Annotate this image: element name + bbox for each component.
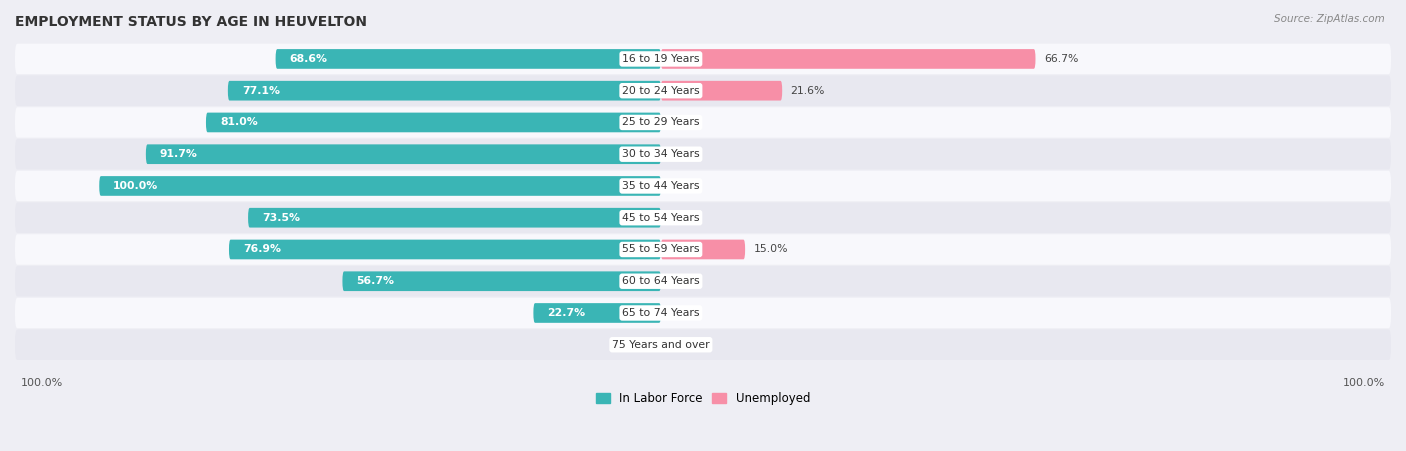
Text: 30 to 34 Years: 30 to 34 Years bbox=[621, 149, 700, 159]
Text: 0.0%: 0.0% bbox=[669, 149, 697, 159]
Text: 15.0%: 15.0% bbox=[754, 244, 787, 254]
Text: 100.0%: 100.0% bbox=[114, 181, 159, 191]
Text: 0.0%: 0.0% bbox=[669, 340, 697, 350]
FancyBboxPatch shape bbox=[343, 272, 661, 291]
FancyBboxPatch shape bbox=[15, 266, 1391, 296]
Text: 0.0%: 0.0% bbox=[669, 276, 697, 286]
Text: 56.7%: 56.7% bbox=[357, 276, 395, 286]
Text: 77.1%: 77.1% bbox=[242, 86, 280, 96]
Text: 60 to 64 Years: 60 to 64 Years bbox=[621, 276, 700, 286]
FancyBboxPatch shape bbox=[661, 81, 782, 101]
Text: 73.5%: 73.5% bbox=[262, 213, 299, 223]
Text: EMPLOYMENT STATUS BY AGE IN HEUVELTON: EMPLOYMENT STATUS BY AGE IN HEUVELTON bbox=[15, 15, 367, 29]
Text: 45 to 54 Years: 45 to 54 Years bbox=[621, 213, 700, 223]
Text: 20 to 24 Years: 20 to 24 Years bbox=[621, 86, 700, 96]
Text: 91.7%: 91.7% bbox=[160, 149, 198, 159]
Text: 21.6%: 21.6% bbox=[790, 86, 825, 96]
Text: 25 to 29 Years: 25 to 29 Years bbox=[621, 117, 700, 128]
FancyBboxPatch shape bbox=[15, 75, 1391, 106]
FancyBboxPatch shape bbox=[146, 144, 661, 164]
Text: 100.0%: 100.0% bbox=[1343, 378, 1385, 388]
FancyBboxPatch shape bbox=[247, 208, 661, 228]
FancyBboxPatch shape bbox=[661, 49, 1035, 69]
FancyBboxPatch shape bbox=[15, 234, 1391, 265]
Text: 76.9%: 76.9% bbox=[243, 244, 281, 254]
FancyBboxPatch shape bbox=[15, 298, 1391, 328]
Text: 66.7%: 66.7% bbox=[1043, 54, 1078, 64]
Text: 16 to 19 Years: 16 to 19 Years bbox=[621, 54, 700, 64]
FancyBboxPatch shape bbox=[661, 239, 745, 259]
FancyBboxPatch shape bbox=[100, 176, 661, 196]
Text: 75 Years and over: 75 Years and over bbox=[612, 340, 710, 350]
FancyBboxPatch shape bbox=[205, 113, 661, 132]
Text: 0.0%: 0.0% bbox=[669, 213, 697, 223]
FancyBboxPatch shape bbox=[15, 107, 1391, 138]
Text: 22.7%: 22.7% bbox=[547, 308, 585, 318]
Text: 0.0%: 0.0% bbox=[669, 117, 697, 128]
FancyBboxPatch shape bbox=[15, 44, 1391, 74]
Text: 35 to 44 Years: 35 to 44 Years bbox=[621, 181, 700, 191]
FancyBboxPatch shape bbox=[15, 202, 1391, 233]
Legend: In Labor Force, Unemployed: In Labor Force, Unemployed bbox=[591, 387, 815, 410]
FancyBboxPatch shape bbox=[15, 171, 1391, 201]
FancyBboxPatch shape bbox=[228, 81, 661, 101]
Text: 0.0%: 0.0% bbox=[669, 181, 697, 191]
Text: 55 to 59 Years: 55 to 59 Years bbox=[621, 244, 700, 254]
Text: 81.0%: 81.0% bbox=[219, 117, 257, 128]
FancyBboxPatch shape bbox=[15, 139, 1391, 170]
Text: Source: ZipAtlas.com: Source: ZipAtlas.com bbox=[1274, 14, 1385, 23]
Text: 65 to 74 Years: 65 to 74 Years bbox=[621, 308, 700, 318]
Text: 68.6%: 68.6% bbox=[290, 54, 328, 64]
FancyBboxPatch shape bbox=[229, 239, 661, 259]
FancyBboxPatch shape bbox=[533, 303, 661, 323]
FancyBboxPatch shape bbox=[276, 49, 661, 69]
Text: 0.0%: 0.0% bbox=[669, 308, 697, 318]
FancyBboxPatch shape bbox=[15, 330, 1391, 360]
Text: 100.0%: 100.0% bbox=[21, 378, 63, 388]
